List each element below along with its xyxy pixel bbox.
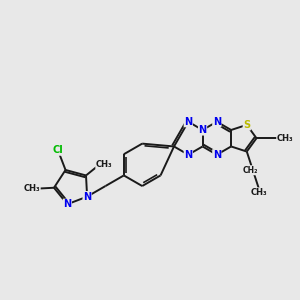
Text: N: N [213,117,221,127]
Text: N: N [83,192,91,202]
Text: CH₂: CH₂ [243,166,258,175]
Text: N: N [63,199,71,209]
Text: CH₃: CH₃ [24,184,40,193]
Text: N: N [184,150,192,160]
Text: CH₃: CH₃ [96,160,112,169]
Text: N: N [184,117,192,127]
Text: N: N [213,150,221,160]
Text: N: N [199,125,207,135]
Text: CH₃: CH₃ [250,188,267,197]
Text: S: S [243,120,250,130]
Text: Cl: Cl [52,145,63,155]
Text: CH₃: CH₃ [277,134,293,143]
